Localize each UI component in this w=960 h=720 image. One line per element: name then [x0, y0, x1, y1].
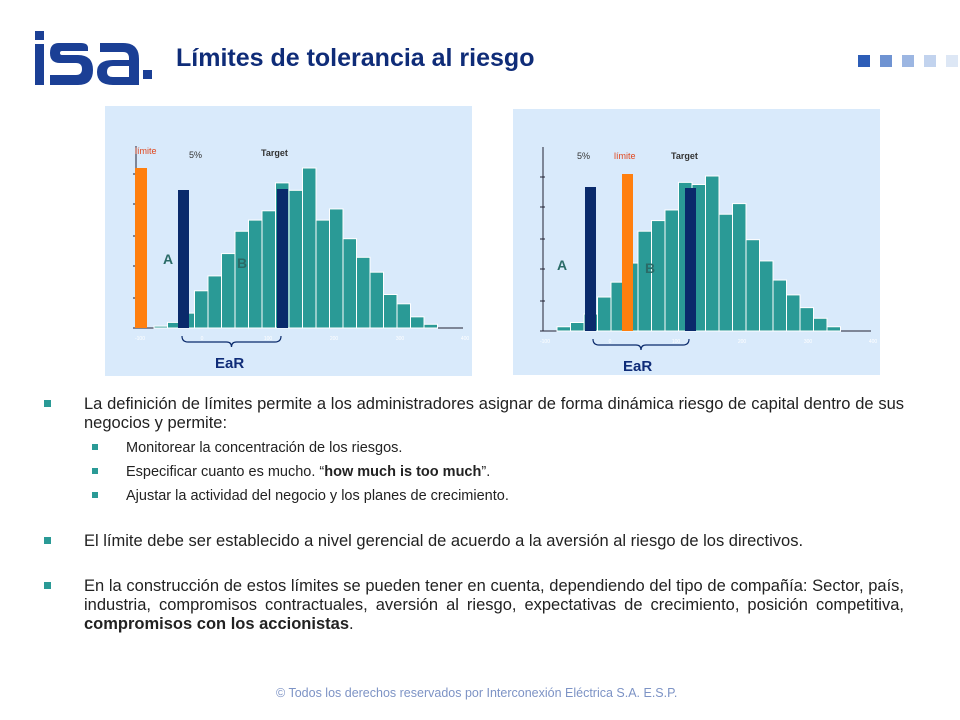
histogram-bar — [234, 230, 249, 329]
histogram-bar — [786, 294, 801, 332]
histogram-bar — [410, 316, 425, 329]
sub-bullet-text: Monitorear la concentración de los riesg… — [126, 440, 403, 456]
percentile-marker-bar — [178, 190, 189, 328]
sub-bullet-text-end: ”. — [481, 464, 491, 480]
histogram-bar — [556, 326, 571, 332]
bullet-emphasis: compromisos con los accionistas — [84, 615, 349, 633]
histogram-bar — [396, 303, 411, 329]
sub-bullet-item: Monitorear la concentración de los riesg… — [44, 439, 904, 458]
histogram-bar — [207, 275, 222, 329]
x-tick-label: 300 — [396, 336, 405, 342]
limit-marker-bar — [135, 168, 147, 328]
x-tick-label: 100 — [672, 339, 681, 345]
bullet-icon — [92, 492, 98, 498]
histogram-bar — [356, 256, 371, 329]
sub-bullet-item: Especificar cuanto es mucho. “how much i… — [44, 463, 904, 482]
x-tick-label: 400 — [869, 339, 878, 345]
histogram-bar — [153, 325, 168, 329]
histogram-bar — [248, 219, 263, 329]
x-tick-label: 200 — [330, 336, 339, 342]
bullet-item: El límite debe ser establecido a nivel g… — [44, 532, 904, 551]
histogram-bar — [772, 279, 787, 332]
histogram-bar — [261, 210, 276, 329]
percentile-marker-bar — [585, 187, 596, 331]
x-tick-label: 200 — [738, 339, 747, 345]
histogram-bar — [570, 322, 585, 332]
sub-bullet-emphasis: how much is too much — [324, 464, 482, 480]
histogram-bar — [315, 219, 330, 329]
sub-bullet-item: Ajustar la actividad del negocio y los p… — [44, 487, 904, 506]
histogram-bar — [383, 294, 398, 329]
histogram-bar — [329, 208, 344, 329]
limit-label: límite — [135, 146, 157, 156]
chart-right-svg: 5% límite Target A B -100 0 100 200 300 400 EaR — [540, 147, 878, 375]
histogram-bar — [194, 290, 209, 329]
histogram-bar — [745, 239, 760, 332]
histogram-bar — [813, 317, 828, 332]
decorative-squares — [858, 55, 958, 67]
bullet-text: El límite debe ser establecido a nivel g… — [84, 532, 804, 550]
bullet-item: En la construcción de estos límites se p… — [44, 577, 904, 634]
bullet-text: La definición de límites permite a los a… — [84, 395, 904, 432]
x-tick-label: -100 — [540, 339, 550, 345]
histogram-bar — [732, 203, 747, 332]
target-marker-bar — [685, 188, 696, 331]
x-tick-label: -100 — [135, 336, 145, 342]
region-label: A — [557, 257, 567, 273]
bullet-icon — [44, 400, 51, 407]
sub-bullet-text: Especificar cuanto es mucho. “ — [126, 464, 325, 480]
target-marker-bar — [277, 189, 288, 328]
page-title: Límites de tolerancia al riesgo — [176, 44, 535, 72]
target-label: Target — [261, 148, 288, 158]
histogram-bar — [342, 238, 357, 329]
bullet-icon — [92, 468, 98, 474]
histogram-bar — [664, 209, 679, 332]
ear-label: EaR — [623, 358, 652, 375]
histogram-bar — [302, 167, 317, 329]
sub-bullet-text: Ajustar la actividad del negocio y los p… — [126, 488, 509, 504]
region-label: A — [163, 251, 173, 267]
x-tick-label: 400 — [461, 336, 470, 342]
isa-logo: isa — [33, 30, 152, 85]
bullet-text: En la construcción de estos límites se p… — [84, 577, 904, 614]
copyright-footer: © Todos los derechos reservados por Inte… — [276, 686, 678, 700]
bullet-icon — [92, 444, 98, 450]
histogram-bar — [221, 253, 236, 329]
histogram-bar — [288, 189, 303, 329]
histogram-bar — [637, 230, 652, 332]
body-text: La definición de límites permite a los a… — [44, 395, 904, 634]
chart-left-svg: límite 5% Target A B -100 0 100 200 300 400 EaR — [133, 146, 470, 372]
bullet-item: La definición de límites permite a los a… — [44, 395, 904, 433]
ear-label: EaR — [215, 355, 244, 372]
bullet-icon — [44, 537, 51, 544]
bullet-icon — [44, 582, 51, 589]
histogram-bar — [759, 260, 774, 332]
region-label: B — [237, 255, 247, 271]
logo-text: isa — [33, 30, 35, 31]
x-tick-label: 0 — [201, 336, 204, 342]
bullet-text-end: . — [349, 615, 354, 633]
target-label: Target — [671, 151, 698, 161]
percentile-label: 5% — [577, 151, 590, 161]
chart-right: 5% límite Target A B -100 0 100 200 300 400 EaR — [513, 109, 880, 375]
histogram-bar — [826, 326, 841, 332]
histogram-bar — [718, 213, 733, 332]
percentile-label: 5% — [189, 150, 202, 160]
histogram-bar — [705, 175, 720, 332]
region-label: B — [645, 260, 655, 276]
limit-marker-bar — [622, 174, 633, 331]
limit-label: límite — [614, 151, 636, 161]
x-tick-label: 0 — [609, 339, 612, 345]
ear-brace — [181, 335, 282, 348]
x-tick-label: 300 — [804, 339, 813, 345]
chart-left: límite 5% Target A B -100 0 100 200 300 400 EaR — [105, 106, 472, 376]
histogram-bar — [423, 323, 438, 329]
x-tick-label: 100 — [264, 336, 273, 342]
histogram-bar — [597, 296, 612, 332]
histogram-bar — [369, 271, 384, 329]
ear-brace — [592, 338, 690, 351]
histogram-bar — [799, 307, 814, 332]
